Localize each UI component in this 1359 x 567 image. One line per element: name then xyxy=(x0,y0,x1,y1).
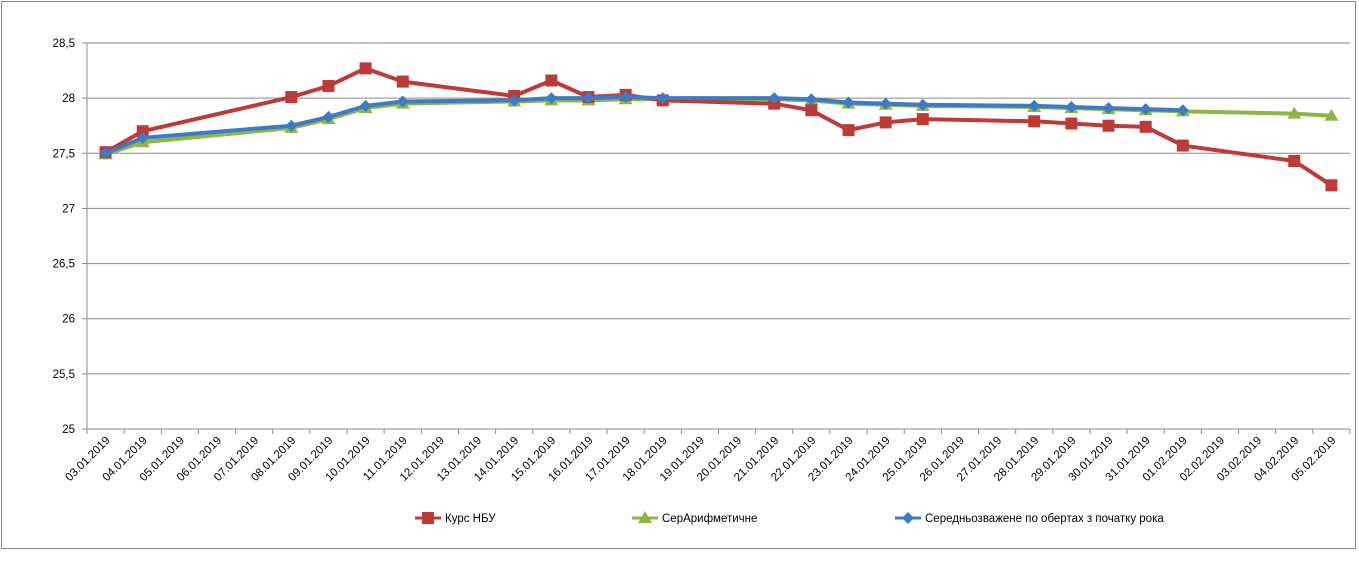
data-point xyxy=(545,92,558,105)
data-point xyxy=(1287,106,1302,119)
legend-item: Середньозважене по обертах з початку рок… xyxy=(895,512,1164,525)
legend-item: Курс НБУ xyxy=(415,512,496,525)
data-point xyxy=(1065,100,1078,113)
data-point xyxy=(322,80,335,93)
data-point xyxy=(879,97,892,110)
legend-item: СерАрифметичне xyxy=(632,511,757,525)
data-point xyxy=(1325,179,1338,192)
data-point xyxy=(805,104,818,117)
legend: Курс НБУ СерАрифметичне Середньозважене по… xyxy=(415,511,1164,525)
data-point xyxy=(545,74,558,87)
data-point xyxy=(396,75,409,88)
data-point xyxy=(1176,139,1189,152)
chart-frame xyxy=(1,1,1356,549)
y-tick-label: 26,5 xyxy=(53,259,75,271)
data-point xyxy=(1288,155,1301,168)
y-tick-label: 27,5 xyxy=(53,148,75,160)
y-tick-label: 25 xyxy=(62,424,75,436)
data-point xyxy=(1176,104,1189,117)
data-point xyxy=(99,147,112,160)
data-point xyxy=(1102,119,1115,132)
data-point xyxy=(619,91,632,104)
data-point xyxy=(879,116,892,129)
y-tick-label: 26 xyxy=(62,314,75,326)
legend-marker xyxy=(422,512,434,524)
data-point xyxy=(916,98,929,111)
legend-label: Курс НБУ xyxy=(445,513,496,525)
series-layer xyxy=(98,62,1339,192)
data-point xyxy=(396,95,409,108)
data-point xyxy=(1324,108,1339,121)
legend-label: Середньозважене по обертах з початку рок… xyxy=(925,513,1164,525)
data-point xyxy=(285,119,298,132)
data-point xyxy=(322,110,335,123)
data-point xyxy=(1139,103,1152,116)
data-point xyxy=(1028,115,1041,128)
data-point xyxy=(842,96,855,109)
axes: 2525,52626,52727,52828,503.01.201904.01.… xyxy=(53,38,1351,484)
data-point xyxy=(656,92,669,105)
data-point xyxy=(359,99,372,112)
data-point xyxy=(1065,117,1078,130)
legend-marker xyxy=(638,511,652,523)
data-point xyxy=(1139,120,1152,133)
legend-label: СерАрифметичне xyxy=(662,513,757,525)
data-point xyxy=(582,92,595,105)
data-point xyxy=(1028,99,1041,112)
data-point xyxy=(508,94,521,107)
data-point xyxy=(136,131,149,144)
series-diamond xyxy=(99,91,1189,160)
data-point xyxy=(768,92,781,105)
series-line xyxy=(104,95,1183,156)
legend-marker xyxy=(902,512,914,524)
data-point xyxy=(842,124,855,137)
y-tick-label: 27 xyxy=(62,203,75,215)
y-tick-label: 28 xyxy=(62,93,75,105)
data-point xyxy=(136,125,149,138)
data-point xyxy=(359,62,372,75)
data-point xyxy=(1102,102,1115,115)
y-tick-label: 28,5 xyxy=(53,38,75,50)
data-point xyxy=(285,91,298,104)
data-point xyxy=(916,113,929,126)
gridlines xyxy=(87,42,1350,375)
data-point xyxy=(805,93,818,106)
y-tick-label: 25,5 xyxy=(53,369,75,381)
